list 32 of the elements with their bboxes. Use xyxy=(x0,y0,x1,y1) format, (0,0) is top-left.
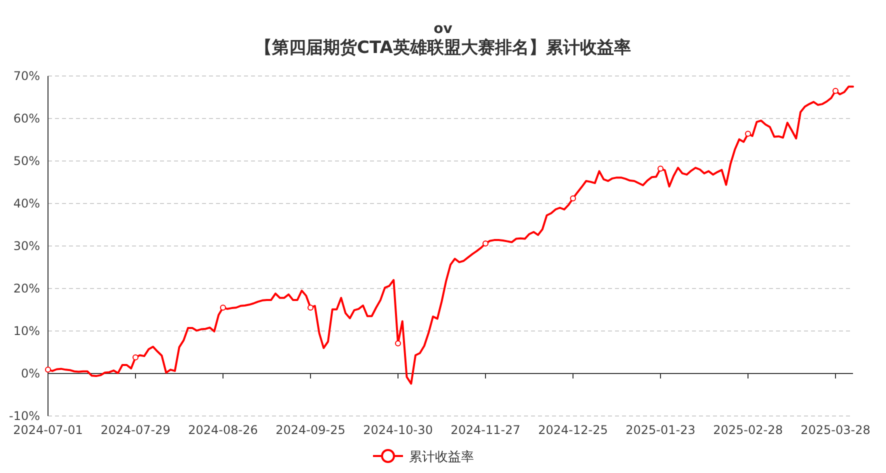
y-tick-label: -10% xyxy=(8,409,40,423)
point xyxy=(570,195,576,202)
x-tick-label: 2024-12-25 xyxy=(538,423,608,437)
y-tick-label: 20% xyxy=(13,282,40,296)
y-tick-label: 50% xyxy=(13,154,40,168)
point xyxy=(482,240,488,246)
x-tick-label: 2024-08-26 xyxy=(188,423,258,437)
legend-label: 累计收益率 xyxy=(409,449,474,465)
x-tick-label: 2024-09-25 xyxy=(276,423,346,437)
x-tick-label: 2025-03-28 xyxy=(800,423,870,437)
chart-subtitle: 【第四届期货CTA英雄联盟大赛排名】累计收益率 xyxy=(255,38,631,58)
x-tick-label: 2024-07-29 xyxy=(100,423,170,437)
point xyxy=(220,304,226,311)
x-tick-label: 2025-02-28 xyxy=(713,423,783,437)
y-tick-label: 30% xyxy=(13,239,40,253)
chart-title: ov xyxy=(434,21,452,37)
point xyxy=(832,88,838,94)
point xyxy=(395,340,401,346)
y-tick-label: 60% xyxy=(13,112,40,126)
point xyxy=(745,130,751,137)
y-tick-label: 10% xyxy=(13,324,40,338)
x-tick-label: 2025-01-23 xyxy=(626,423,696,437)
point xyxy=(658,166,664,172)
point xyxy=(308,304,314,311)
y-tick-label: 0% xyxy=(20,366,40,380)
x-tick-label: 2024-11-27 xyxy=(450,423,520,437)
x-tick-label: 2024-10-30 xyxy=(363,423,433,437)
point xyxy=(132,354,138,360)
x-tick-label: 2024-07-01 xyxy=(13,423,83,437)
y-tick-label: 40% xyxy=(13,196,40,210)
y-tick-label: 70% xyxy=(13,69,40,83)
point xyxy=(45,366,51,373)
